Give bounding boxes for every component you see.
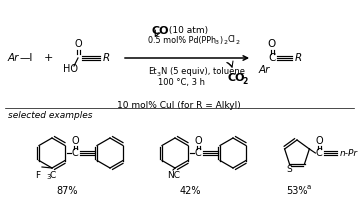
Text: 87%: 87%: [56, 186, 78, 196]
Text: C: C: [268, 53, 276, 63]
Text: N (5 equiv), toluene: N (5 equiv), toluene: [161, 68, 245, 76]
Text: +: +: [43, 53, 53, 63]
Text: 3: 3: [215, 39, 219, 45]
Text: Et: Et: [148, 68, 157, 76]
Text: 100 °C, 3 h: 100 °C, 3 h: [158, 78, 205, 87]
Text: selected examples: selected examples: [8, 112, 93, 120]
Text: C: C: [316, 148, 323, 158]
Text: 2: 2: [223, 39, 227, 45]
Text: Ar: Ar: [258, 65, 270, 75]
Text: Cl: Cl: [227, 35, 235, 45]
Text: F: F: [35, 171, 40, 180]
Text: 2: 2: [242, 76, 247, 85]
Text: n-Pr: n-Pr: [339, 149, 358, 157]
Text: CO: CO: [228, 73, 246, 83]
Text: (10 atm): (10 atm): [166, 27, 208, 35]
Text: —I: —I: [19, 53, 32, 63]
Text: 42%: 42%: [179, 186, 201, 196]
Text: 3: 3: [157, 72, 161, 76]
Text: C: C: [72, 148, 78, 158]
Text: HO: HO: [62, 64, 78, 74]
Text: R: R: [103, 53, 110, 63]
Text: 2: 2: [236, 39, 240, 45]
Text: O: O: [316, 136, 323, 146]
Text: O: O: [74, 39, 82, 49]
Text: 3: 3: [46, 174, 51, 180]
Text: CO: CO: [152, 26, 169, 36]
Text: R: R: [295, 53, 302, 63]
Text: C: C: [50, 171, 56, 180]
Text: 53%: 53%: [286, 186, 308, 196]
Text: S: S: [286, 165, 292, 174]
Text: O: O: [268, 39, 276, 49]
Text: 0.5 mol% Pd(PPh: 0.5 mol% Pd(PPh: [148, 35, 216, 45]
Text: O: O: [194, 136, 202, 146]
Text: a: a: [307, 184, 311, 190]
Text: NC: NC: [167, 171, 180, 180]
Text: C: C: [195, 148, 201, 158]
Text: O: O: [71, 136, 79, 146]
Text: Ar: Ar: [8, 53, 19, 63]
Text: ): ): [219, 35, 222, 45]
Text: 10 mol% CuI (for R = Alkyl): 10 mol% CuI (for R = Alkyl): [117, 101, 241, 111]
